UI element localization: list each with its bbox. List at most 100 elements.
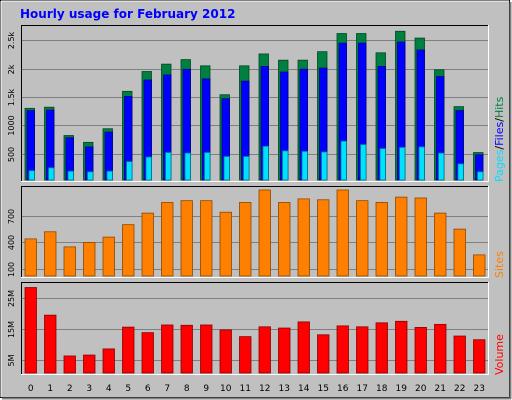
x-tick-label: 13	[279, 384, 290, 394]
bar-pages-14	[301, 150, 308, 181]
x-tick-label: 6	[145, 384, 151, 394]
y-tick-label: 1.5k	[7, 88, 16, 106]
bar-pages-13	[282, 150, 289, 181]
bar-pages-0	[28, 170, 35, 181]
right-axis-label-part: Files	[493, 121, 506, 145]
x-tick-label: 16	[337, 384, 349, 394]
plot-area	[21, 25, 489, 182]
bar-sites-5	[122, 224, 135, 277]
bar-sites-14	[297, 198, 310, 277]
bar-sites-21	[434, 212, 447, 277]
right-axis-label-part: /	[493, 146, 506, 150]
bar-sites-23	[473, 254, 486, 277]
bar-sites-17	[356, 200, 369, 277]
bar-pages-10	[223, 156, 230, 181]
right-axis-label-part: /	[493, 118, 506, 122]
bar-pages-6	[145, 156, 152, 181]
bar-pages-7	[165, 152, 172, 181]
x-tick-label: 11	[240, 384, 251, 394]
bar-pages-2	[67, 170, 74, 181]
x-tick-label: 7	[164, 384, 170, 394]
bar-sites-10	[219, 211, 232, 277]
x-tick-label: 1	[47, 384, 53, 394]
bar-volume-18	[375, 322, 388, 374]
bar-pages-12	[262, 145, 269, 181]
x-tick-label: 5	[125, 384, 131, 394]
bar-sites-20	[414, 197, 427, 277]
bar-volume-2	[63, 355, 76, 374]
bar-volume-7	[161, 324, 174, 374]
bar-sites-3	[83, 242, 96, 277]
bar-pages-22	[457, 163, 464, 181]
x-tick-label: 22	[454, 384, 465, 394]
bar-pages-16	[340, 140, 347, 181]
bar-pages-18	[379, 148, 386, 181]
bar-volume-10	[219, 329, 232, 374]
bar-volume-8	[180, 324, 193, 374]
bar-volume-22	[453, 335, 466, 374]
panel-2: 100 400 700 Sites	[7, 186, 506, 278]
right-axis-label: Sites	[493, 251, 506, 278]
right-axis-label-part: Hits	[493, 96, 506, 118]
panel-3: 5M 15M 25M Volume	[7, 282, 506, 375]
bar-volume-13	[278, 327, 291, 374]
bar-sites-0	[24, 238, 37, 277]
bar-sites-2	[63, 246, 76, 277]
y-tick-label: 2.5k	[7, 31, 16, 49]
x-tick-label: 20	[415, 384, 427, 394]
x-tick-label: 2	[67, 384, 73, 394]
bar-pages-11	[243, 156, 250, 181]
bar-sites-12	[258, 189, 271, 277]
bar-volume-12	[258, 326, 271, 374]
right-axis-label-part: Pages	[493, 149, 506, 182]
x-tick-label: 4	[106, 384, 112, 394]
plot-area	[21, 282, 489, 375]
bar-volume-3	[83, 354, 96, 374]
right-axis-label: Pages/Files/Hits	[493, 96, 506, 182]
y-tick-label: 500	[7, 147, 16, 162]
y-tick-label: 5M	[7, 354, 16, 366]
bar-volume-20	[414, 327, 427, 374]
x-tick-label: 3	[86, 384, 92, 394]
bar-volume-17	[356, 326, 369, 374]
x-tick-label: 21	[435, 384, 446, 394]
bar-volume-16	[336, 325, 349, 374]
x-tick-label: 0	[28, 384, 34, 394]
y-tick-label: 1000	[7, 115, 16, 135]
y-tick-label: 100	[7, 262, 16, 277]
x-tick-label: 9	[203, 384, 209, 394]
bar-volume-23	[473, 339, 486, 374]
x-tick-label: 17	[357, 384, 368, 394]
x-tick-label: 12	[259, 384, 270, 394]
bar-sites-16	[336, 189, 349, 277]
right-axis-label-part: Volume	[493, 334, 506, 375]
bar-volume-11	[239, 336, 252, 374]
y-tick-label: 400	[7, 235, 16, 250]
bar-pages-8	[184, 152, 191, 181]
x-tick-label: 14	[298, 384, 310, 394]
bar-sites-18	[375, 202, 388, 277]
bar-pages-23	[477, 171, 484, 181]
bar-volume-4	[102, 348, 115, 374]
x-tick-label: 18	[376, 384, 388, 394]
bar-sites-4	[102, 236, 115, 277]
bar-pages-5	[126, 161, 133, 181]
bar-volume-5	[122, 326, 135, 374]
bar-pages-21	[438, 152, 445, 181]
bar-sites-1	[44, 231, 57, 277]
bar-sites-11	[239, 202, 252, 277]
bar-sites-7	[161, 202, 174, 277]
bar-files-0	[26, 110, 35, 181]
plot-area	[21, 186, 489, 278]
bar-volume-9	[200, 324, 213, 374]
bar-sites-8	[180, 200, 193, 277]
bar-volume-14	[297, 321, 310, 374]
bar-sites-9	[200, 200, 213, 277]
x-tick-label: 23	[474, 384, 485, 394]
x-tick-label: 19	[396, 384, 408, 394]
chart-title: Hourly usage for February 2012	[20, 7, 235, 21]
y-tick-label: 2k	[7, 64, 16, 74]
bar-sites-13	[278, 202, 291, 277]
